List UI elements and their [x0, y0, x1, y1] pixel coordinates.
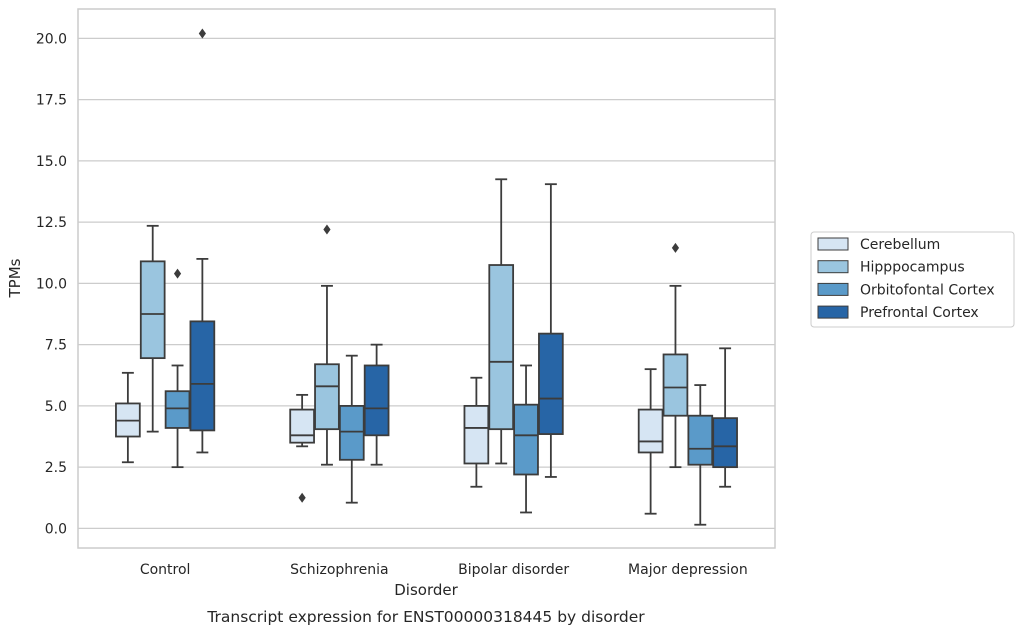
box-group — [662, 242, 689, 469]
box-group — [712, 347, 738, 488]
legend-swatch — [817, 237, 849, 251]
box-group — [314, 224, 340, 466]
box-group — [513, 364, 539, 514]
y-tick-label: 20.0 — [36, 31, 67, 47]
y-tick-label: 12.5 — [36, 215, 67, 231]
chart-caption: Transcript expression for ENST0000031844… — [206, 608, 645, 626]
legend-swatch — [817, 282, 849, 296]
box-iqr — [363, 364, 390, 437]
y-tick-label: 5.0 — [45, 399, 67, 415]
x-tick-label: Major depression — [628, 562, 748, 578]
series-cerebellum — [115, 368, 664, 515]
box-iqr — [289, 408, 315, 444]
box-iqr — [513, 403, 539, 476]
box-group — [488, 178, 515, 465]
x-axis-label: Disorder — [394, 581, 458, 599]
box-iqr — [687, 414, 714, 466]
box-iqr — [538, 332, 564, 435]
legend-swatch — [817, 305, 849, 319]
box-iqr — [338, 404, 365, 461]
box-iqr — [463, 404, 490, 465]
box-group — [338, 354, 365, 504]
x-tick-label: Control — [140, 562, 191, 578]
legend-label: Hipppocampus — [860, 260, 965, 276]
x-tick-label: Bipolar disorder — [458, 562, 569, 578]
box-group — [289, 393, 315, 503]
box-group — [115, 371, 141, 464]
x-tick-labels: Control Schizophrenia Bipolar disorder Majo… — [140, 562, 748, 578]
outlier-point — [323, 224, 331, 235]
box-group — [637, 368, 664, 515]
box-group — [538, 183, 564, 478]
plot-frame — [77, 8, 776, 549]
y-tick-label: 10.0 — [36, 276, 67, 292]
legend-label: Orbitofontal Cortex — [860, 282, 995, 298]
y-tick-labels: 0.0 2.5 5.0 7.5 10.0 12.5 15.0 17.5 20.0 — [36, 31, 67, 537]
outlier-point — [671, 242, 680, 253]
series-prefrontal-cortex — [189, 28, 738, 488]
y-axis-label: TPMs — [6, 258, 24, 298]
legend: Cerebellum Hipppocampus Orbitofontal Corte… — [810, 231, 1015, 328]
box-iqr — [189, 320, 216, 432]
y-tick-label: 15.0 — [36, 154, 67, 170]
box-group — [189, 28, 216, 454]
legend-label: Cerebellum — [860, 237, 940, 253]
series-orbitofontal-cortex — [164, 268, 714, 526]
legend-frame — [810, 231, 1015, 328]
box-iqr — [139, 260, 166, 360]
box-iqr — [662, 353, 689, 417]
outlier-point — [198, 28, 206, 39]
y-tick-label: 2.5 — [45, 460, 67, 476]
y-tick-label: 0.0 — [45, 521, 67, 537]
box-group — [363, 343, 390, 466]
y-tick-label: 7.5 — [45, 338, 67, 354]
legend-swatch — [817, 260, 849, 274]
legend-label: Prefrontal Cortex — [860, 305, 979, 321]
box-iqr — [637, 408, 664, 454]
box-group — [687, 384, 714, 526]
box-group — [463, 376, 490, 488]
box-iqr — [712, 417, 738, 469]
box-group — [164, 268, 191, 469]
outlier-point — [298, 492, 306, 503]
series-hipppocampus — [139, 178, 689, 469]
outlier-point — [173, 268, 182, 279]
box-group — [139, 224, 166, 433]
box-iqr — [488, 264, 515, 431]
box-series — [115, 28, 738, 526]
box-iqr — [164, 390, 191, 429]
box-iqr — [314, 363, 340, 431]
x-tick-label: Schizophrenia — [290, 562, 388, 578]
y-tick-label: 17.5 — [36, 93, 67, 109]
